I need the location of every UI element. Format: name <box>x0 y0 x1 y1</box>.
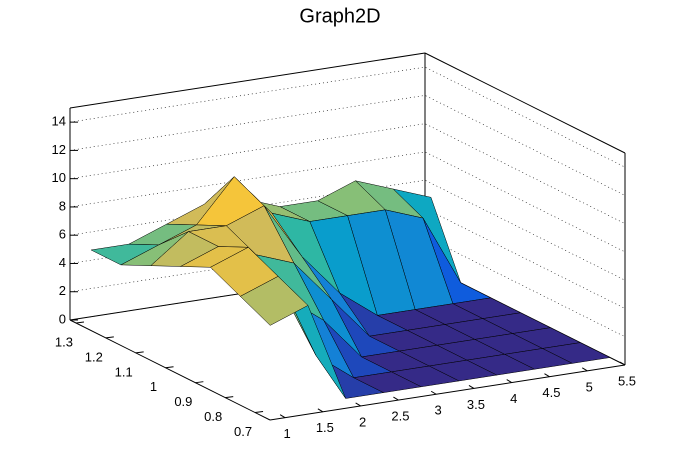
y-tick <box>105 336 114 339</box>
x-tick-label: 2.5 <box>391 409 409 424</box>
grid-line <box>69 179 626 281</box>
box-edge <box>69 52 426 109</box>
y-tick-label: 1.3 <box>55 334 73 349</box>
z-tick-label: 10 <box>52 170 66 185</box>
box-edge <box>424 52 626 154</box>
x-tick <box>619 361 626 366</box>
x-tick-label: 3.5 <box>467 397 485 412</box>
x-tick-label: 2 <box>359 414 366 429</box>
chart-title: Graph2D <box>299 5 380 27</box>
x-axis <box>269 364 626 421</box>
x-tick <box>279 414 286 419</box>
x-tick-label: 3 <box>435 403 442 418</box>
x-tick-label: 5 <box>586 379 593 394</box>
z-tick-label: 12 <box>52 142 66 157</box>
x-tick <box>468 384 475 389</box>
x-tick <box>317 408 324 413</box>
z-tick-label: 14 <box>52 114 66 129</box>
x-tick <box>430 390 437 395</box>
y-tick-label: 0.9 <box>174 394 192 409</box>
x-tick <box>544 373 550 378</box>
y-tick <box>135 351 144 354</box>
y-tick-label: 1.2 <box>85 349 103 364</box>
y-tick-label: 0.8 <box>204 409 222 424</box>
y-tick <box>195 381 204 384</box>
y-axis <box>69 319 271 421</box>
z-tick-label: 0 <box>59 311 66 326</box>
y-tick <box>225 396 234 399</box>
y-tick <box>255 411 264 414</box>
grid-line <box>69 123 626 224</box>
z-tick-label: 6 <box>59 227 66 242</box>
x-tick-label: 4 <box>510 391 517 406</box>
grid-line <box>69 66 626 168</box>
x-tick-label: 5.5 <box>618 373 636 388</box>
y-tick-label: 1 <box>150 379 157 394</box>
grid-line <box>69 95 626 196</box>
y-tick-label: 0.7 <box>234 424 252 439</box>
grid-line <box>69 236 626 338</box>
x-tick <box>581 367 588 372</box>
grid-line <box>69 151 626 253</box>
grid-line <box>69 208 626 309</box>
x-tick-label: 4.5 <box>542 385 560 400</box>
x-tick <box>355 402 361 407</box>
x-tick-label: 1 <box>283 426 290 441</box>
z-tick-label: 2 <box>59 283 66 298</box>
z-tick-label: 8 <box>59 198 66 213</box>
x-tick <box>393 396 399 401</box>
y-tick <box>165 366 174 369</box>
y-tick-label: 1.1 <box>115 364 133 379</box>
z-tick-label: 4 <box>59 255 66 270</box>
x-tick <box>506 379 512 383</box>
x-tick-label: 1.5 <box>316 420 334 435</box>
surface-cell <box>239 276 309 326</box>
y-tick <box>75 321 85 324</box>
